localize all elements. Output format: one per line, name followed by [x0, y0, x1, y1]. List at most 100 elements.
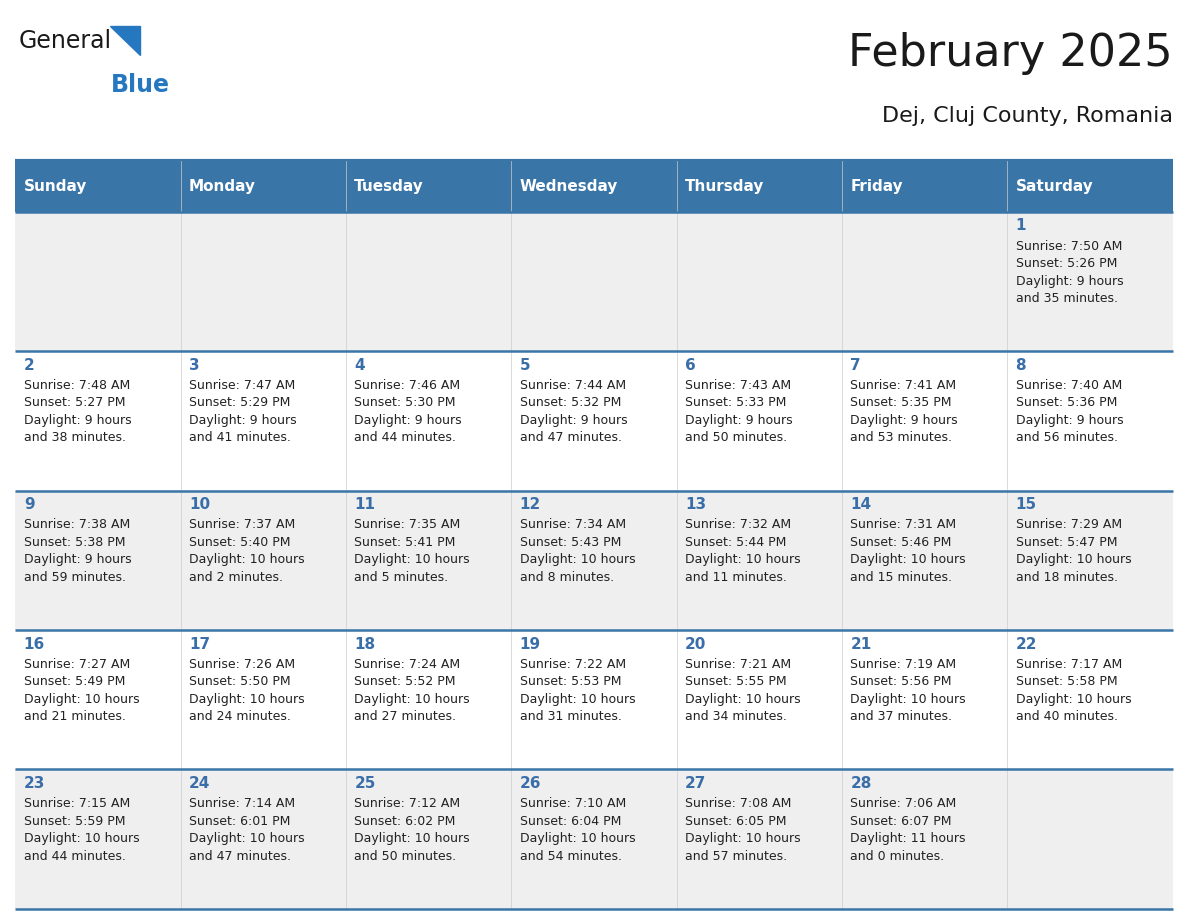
Text: Sunrise: 7:32 AM
Sunset: 5:44 PM
Daylight: 10 hours
and 11 minutes.: Sunrise: 7:32 AM Sunset: 5:44 PM Dayligh…	[685, 519, 801, 584]
Text: 9: 9	[24, 498, 34, 512]
Bar	[15, 212, 181, 352]
Text: 28: 28	[851, 776, 872, 791]
Text: 14: 14	[851, 498, 871, 512]
Bar	[346, 212, 511, 352]
Bar	[15, 630, 181, 769]
Text: Dej, Cluj County, Romania: Dej, Cluj County, Romania	[881, 106, 1173, 126]
Text: Blue: Blue	[110, 73, 170, 97]
Bar	[677, 630, 842, 769]
Text: 24: 24	[189, 776, 210, 791]
Text: Sunrise: 7:24 AM
Sunset: 5:52 PM
Daylight: 10 hours
and 27 minutes.: Sunrise: 7:24 AM Sunset: 5:52 PM Dayligh…	[354, 657, 470, 723]
Bar	[677, 491, 842, 630]
Bar	[511, 769, 677, 909]
Text: 7: 7	[851, 358, 861, 373]
Text: Sunrise: 7:38 AM
Sunset: 5:38 PM
Daylight: 9 hours
and 59 minutes.: Sunrise: 7:38 AM Sunset: 5:38 PM Dayligh…	[24, 519, 132, 584]
Text: 15: 15	[1016, 498, 1037, 512]
Text: 17: 17	[189, 636, 210, 652]
Text: 23: 23	[24, 776, 45, 791]
Bar	[1007, 161, 1173, 212]
Bar	[15, 769, 181, 909]
Text: Sunrise: 7:06 AM
Sunset: 6:07 PM
Daylight: 11 hours
and 0 minutes.: Sunrise: 7:06 AM Sunset: 6:07 PM Dayligh…	[851, 797, 966, 863]
Text: 25: 25	[354, 776, 375, 791]
Bar	[346, 769, 511, 909]
Bar	[1007, 352, 1173, 491]
Text: 6: 6	[685, 358, 696, 373]
Bar	[842, 352, 1007, 491]
Bar	[181, 161, 346, 212]
Text: 18: 18	[354, 636, 375, 652]
Text: Sunrise: 7:19 AM
Sunset: 5:56 PM
Daylight: 10 hours
and 37 minutes.: Sunrise: 7:19 AM Sunset: 5:56 PM Dayligh…	[851, 657, 966, 723]
Text: 26: 26	[519, 776, 542, 791]
Bar	[15, 352, 181, 491]
Bar	[511, 161, 677, 212]
Bar	[842, 491, 1007, 630]
Bar	[677, 212, 842, 352]
Bar	[677, 352, 842, 491]
Text: Sunrise: 7:27 AM
Sunset: 5:49 PM
Daylight: 10 hours
and 21 minutes.: Sunrise: 7:27 AM Sunset: 5:49 PM Dayligh…	[24, 657, 139, 723]
Text: Sunrise: 7:10 AM
Sunset: 6:04 PM
Daylight: 10 hours
and 54 minutes.: Sunrise: 7:10 AM Sunset: 6:04 PM Dayligh…	[519, 797, 636, 863]
Text: Friday: Friday	[851, 179, 903, 194]
Text: 12: 12	[519, 498, 541, 512]
Text: 2: 2	[24, 358, 34, 373]
Text: Sunrise: 7:17 AM
Sunset: 5:58 PM
Daylight: 10 hours
and 40 minutes.: Sunrise: 7:17 AM Sunset: 5:58 PM Dayligh…	[1016, 657, 1131, 723]
Text: Sunrise: 7:40 AM
Sunset: 5:36 PM
Daylight: 9 hours
and 56 minutes.: Sunrise: 7:40 AM Sunset: 5:36 PM Dayligh…	[1016, 379, 1123, 444]
Bar	[677, 769, 842, 909]
Text: 3: 3	[189, 358, 200, 373]
Text: Sunrise: 7:29 AM
Sunset: 5:47 PM
Daylight: 10 hours
and 18 minutes.: Sunrise: 7:29 AM Sunset: 5:47 PM Dayligh…	[1016, 519, 1131, 584]
Text: 22: 22	[1016, 636, 1037, 652]
Bar	[842, 769, 1007, 909]
Text: Sunrise: 7:35 AM
Sunset: 5:41 PM
Daylight: 10 hours
and 5 minutes.: Sunrise: 7:35 AM Sunset: 5:41 PM Dayligh…	[354, 519, 470, 584]
Text: 8: 8	[1016, 358, 1026, 373]
Text: Sunrise: 7:48 AM
Sunset: 5:27 PM
Daylight: 9 hours
and 38 minutes.: Sunrise: 7:48 AM Sunset: 5:27 PM Dayligh…	[24, 379, 132, 444]
Bar	[346, 161, 511, 212]
Text: Sunrise: 7:14 AM
Sunset: 6:01 PM
Daylight: 10 hours
and 47 minutes.: Sunrise: 7:14 AM Sunset: 6:01 PM Dayligh…	[189, 797, 304, 863]
Text: 10: 10	[189, 498, 210, 512]
Text: Sunrise: 7:26 AM
Sunset: 5:50 PM
Daylight: 10 hours
and 24 minutes.: Sunrise: 7:26 AM Sunset: 5:50 PM Dayligh…	[189, 657, 304, 723]
Text: Sunrise: 7:12 AM
Sunset: 6:02 PM
Daylight: 10 hours
and 50 minutes.: Sunrise: 7:12 AM Sunset: 6:02 PM Dayligh…	[354, 797, 470, 863]
Bar	[1007, 212, 1173, 352]
Text: Sunrise: 7:31 AM
Sunset: 5:46 PM
Daylight: 10 hours
and 15 minutes.: Sunrise: 7:31 AM Sunset: 5:46 PM Dayligh…	[851, 519, 966, 584]
Text: 19: 19	[519, 636, 541, 652]
Text: Sunday: Sunday	[24, 179, 87, 194]
Text: 16: 16	[24, 636, 45, 652]
Text: 5: 5	[519, 358, 530, 373]
Bar	[511, 352, 677, 491]
Text: Saturday: Saturday	[1016, 179, 1093, 194]
Text: 20: 20	[685, 636, 707, 652]
Bar	[1007, 769, 1173, 909]
Bar	[842, 212, 1007, 352]
Bar	[842, 630, 1007, 769]
Bar	[346, 491, 511, 630]
Text: Sunrise: 7:43 AM
Sunset: 5:33 PM
Daylight: 9 hours
and 50 minutes.: Sunrise: 7:43 AM Sunset: 5:33 PM Dayligh…	[685, 379, 792, 444]
Text: Thursday: Thursday	[685, 179, 764, 194]
Text: Sunrise: 7:44 AM
Sunset: 5:32 PM
Daylight: 9 hours
and 47 minutes.: Sunrise: 7:44 AM Sunset: 5:32 PM Dayligh…	[519, 379, 627, 444]
Bar	[511, 212, 677, 352]
Polygon shape	[110, 26, 140, 55]
Text: Sunrise: 7:50 AM
Sunset: 5:26 PM
Daylight: 9 hours
and 35 minutes.: Sunrise: 7:50 AM Sunset: 5:26 PM Dayligh…	[1016, 240, 1123, 305]
Text: Sunrise: 7:22 AM
Sunset: 5:53 PM
Daylight: 10 hours
and 31 minutes.: Sunrise: 7:22 AM Sunset: 5:53 PM Dayligh…	[519, 657, 636, 723]
Text: Sunrise: 7:46 AM
Sunset: 5:30 PM
Daylight: 9 hours
and 44 minutes.: Sunrise: 7:46 AM Sunset: 5:30 PM Dayligh…	[354, 379, 462, 444]
Text: General: General	[19, 29, 112, 53]
Text: Sunrise: 7:37 AM
Sunset: 5:40 PM
Daylight: 10 hours
and 2 minutes.: Sunrise: 7:37 AM Sunset: 5:40 PM Dayligh…	[189, 519, 304, 584]
Text: 11: 11	[354, 498, 375, 512]
Bar	[181, 352, 346, 491]
Text: 4: 4	[354, 358, 365, 373]
Text: 13: 13	[685, 498, 706, 512]
Bar	[346, 352, 511, 491]
Bar	[181, 212, 346, 352]
Text: 21: 21	[851, 636, 872, 652]
Bar	[15, 161, 181, 212]
Bar	[842, 161, 1007, 212]
Text: Sunrise: 7:47 AM
Sunset: 5:29 PM
Daylight: 9 hours
and 41 minutes.: Sunrise: 7:47 AM Sunset: 5:29 PM Dayligh…	[189, 379, 297, 444]
Text: Monday: Monday	[189, 179, 257, 194]
Text: 27: 27	[685, 776, 707, 791]
Bar	[181, 769, 346, 909]
Bar	[511, 491, 677, 630]
Bar	[1007, 491, 1173, 630]
Text: Wednesday: Wednesday	[519, 179, 618, 194]
Bar	[346, 630, 511, 769]
Bar	[15, 491, 181, 630]
Bar	[181, 630, 346, 769]
Text: Sunrise: 7:34 AM
Sunset: 5:43 PM
Daylight: 10 hours
and 8 minutes.: Sunrise: 7:34 AM Sunset: 5:43 PM Dayligh…	[519, 519, 636, 584]
Text: 1: 1	[1016, 218, 1026, 233]
